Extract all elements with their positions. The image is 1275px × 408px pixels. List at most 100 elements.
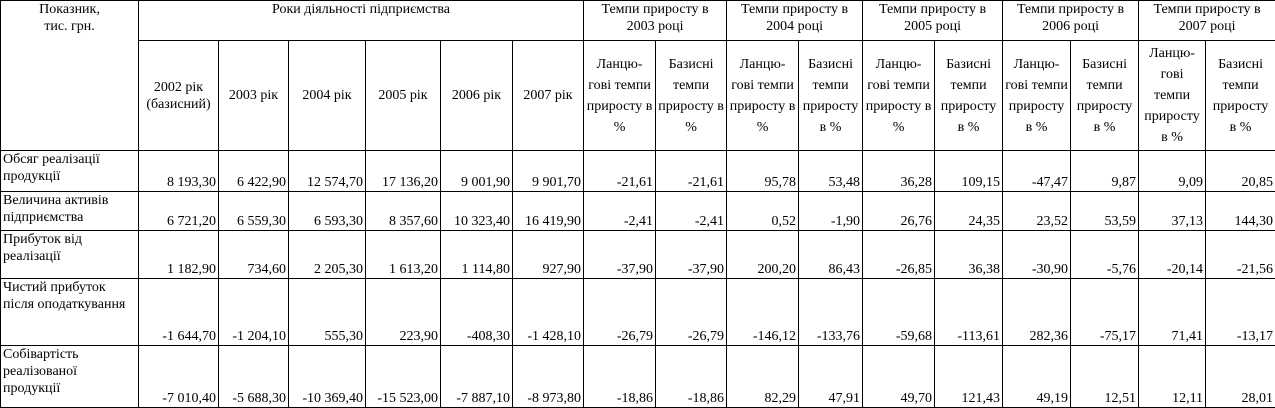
year-header: 2005 рік [366,41,441,151]
value-cell: 12,51 [1071,346,1139,408]
value-cell: 49,19 [1003,346,1071,408]
value-cell: -26,79 [656,279,727,346]
header-cell: Показник, тис. грн. [1,1,139,151]
row-label: Величина активів підприємства [1,192,139,231]
value-cell: 17 136,20 [366,151,441,192]
year-header: 2004 рік [289,41,366,151]
value-cell: 37,13 [1139,192,1206,231]
value-cell: 10 323,40 [441,192,513,231]
row-label: Собівартість реалізованої продукції [1,346,139,408]
header-cell: Темпи приросту в 2007 році [1139,1,1275,41]
value-cell: -2,41 [584,192,656,231]
year-header: 2003 рік [219,41,289,151]
table-row: Чистий прибуток після оподаткування-1 64… [1,279,1275,346]
header-cell: Темпи приросту в 2006 році [1003,1,1139,41]
value-cell: -75,17 [1071,279,1139,346]
value-cell: 9 901,70 [513,151,584,192]
value-cell: -5 688,30 [219,346,289,408]
value-cell: -1 204,10 [219,279,289,346]
value-cell: -15 523,00 [366,346,441,408]
value-cell: 53,59 [1071,192,1139,231]
subheader-cell: Базисні темпи приросту в % [935,41,1003,151]
value-cell: 8 357,60 [366,192,441,231]
value-cell: 12,11 [1139,346,1206,408]
value-cell: -21,61 [656,151,727,192]
value-cell: -133,76 [799,279,863,346]
value-cell: 28,01 [1206,346,1275,408]
value-cell: -59,68 [863,279,935,346]
value-cell: -1 428,10 [513,279,584,346]
subheader-cell: Базисні темпи приросту в % [1071,41,1139,151]
value-cell: 200,20 [727,231,799,279]
value-cell: -5,76 [1071,231,1139,279]
subheader-cell: Базисні темпи приросту в % [799,41,863,151]
row-label: Обсяг реалізації продукції [1,151,139,192]
value-cell: 16 419,90 [513,192,584,231]
value-cell: -2,41 [656,192,727,231]
value-cell: -8 973,80 [513,346,584,408]
row-label: Чистий прибуток після оподаткування [1,279,139,346]
value-cell: 734,60 [219,231,289,279]
value-cell: 555,30 [289,279,366,346]
value-cell: 8 193,30 [139,151,219,192]
table-row: Собівартість реалізованої продукції-7 01… [1,346,1275,408]
value-cell: -1,90 [799,192,863,231]
subheader-cell: Базисні темпи приросту в % [656,41,727,151]
value-cell: 82,29 [727,346,799,408]
subheader-cell: Ланцю-гові темпи приросту в % [863,41,935,151]
subheader-cell: Ланцю-гові темпи приросту в % [1139,41,1206,151]
value-cell: 6 721,20 [139,192,219,231]
value-cell: 1 613,20 [366,231,441,279]
subheader-cell: Ланцю-гові темпи приросту в % [1003,41,1071,151]
value-cell: -7 887,10 [441,346,513,408]
value-cell: 9,09 [1139,151,1206,192]
value-cell: 121,43 [935,346,1003,408]
value-cell: 23,52 [1003,192,1071,231]
value-cell: -37,90 [656,231,727,279]
value-cell: 24,35 [935,192,1003,231]
value-cell: 282,36 [1003,279,1071,346]
value-cell: 49,70 [863,346,935,408]
value-cell: -26,79 [584,279,656,346]
value-cell: 71,41 [1139,279,1206,346]
table-row: Показник, тис. грн.Роки діяльності підпр… [1,1,1275,41]
value-cell: 86,43 [799,231,863,279]
value-cell: 36,38 [935,231,1003,279]
value-cell: 6 593,30 [289,192,366,231]
value-cell: -20,14 [1139,231,1206,279]
header-cell: Темпи приросту в 2005 році [863,1,1003,41]
value-cell: 144,30 [1206,192,1275,231]
subheader-cell: Ланцю-гові темпи приросту в % [584,41,656,151]
value-cell: 6 422,90 [219,151,289,192]
value-cell: -113,61 [935,279,1003,346]
value-cell: -18,86 [584,346,656,408]
value-cell: 20,85 [1206,151,1275,192]
value-cell: 2 205,30 [289,231,366,279]
value-cell: 1 114,80 [441,231,513,279]
header-cell: Темпи приросту в 2003 році [584,1,727,41]
value-cell: -47,47 [1003,151,1071,192]
value-cell: 223,90 [366,279,441,346]
value-cell: 9 001,90 [441,151,513,192]
value-cell: 9,87 [1071,151,1139,192]
header-cell: Темпи приросту в 2004 році [727,1,863,41]
value-cell: -21,56 [1206,231,1275,279]
subheader-cell: Ланцю-гові темпи приросту в % [727,41,799,151]
value-cell: -13,17 [1206,279,1275,346]
value-cell: 109,15 [935,151,1003,192]
year-header: 2006 рік [441,41,513,151]
value-cell: -37,90 [584,231,656,279]
subheader-cell: Базисні темпи приросту в % [1206,41,1275,151]
row-label: Прибуток від реалізації [1,231,139,279]
value-cell: 95,78 [727,151,799,192]
value-cell: -1 644,70 [139,279,219,346]
value-cell: 0,52 [727,192,799,231]
value-cell: 927,90 [513,231,584,279]
value-cell: -18,86 [656,346,727,408]
